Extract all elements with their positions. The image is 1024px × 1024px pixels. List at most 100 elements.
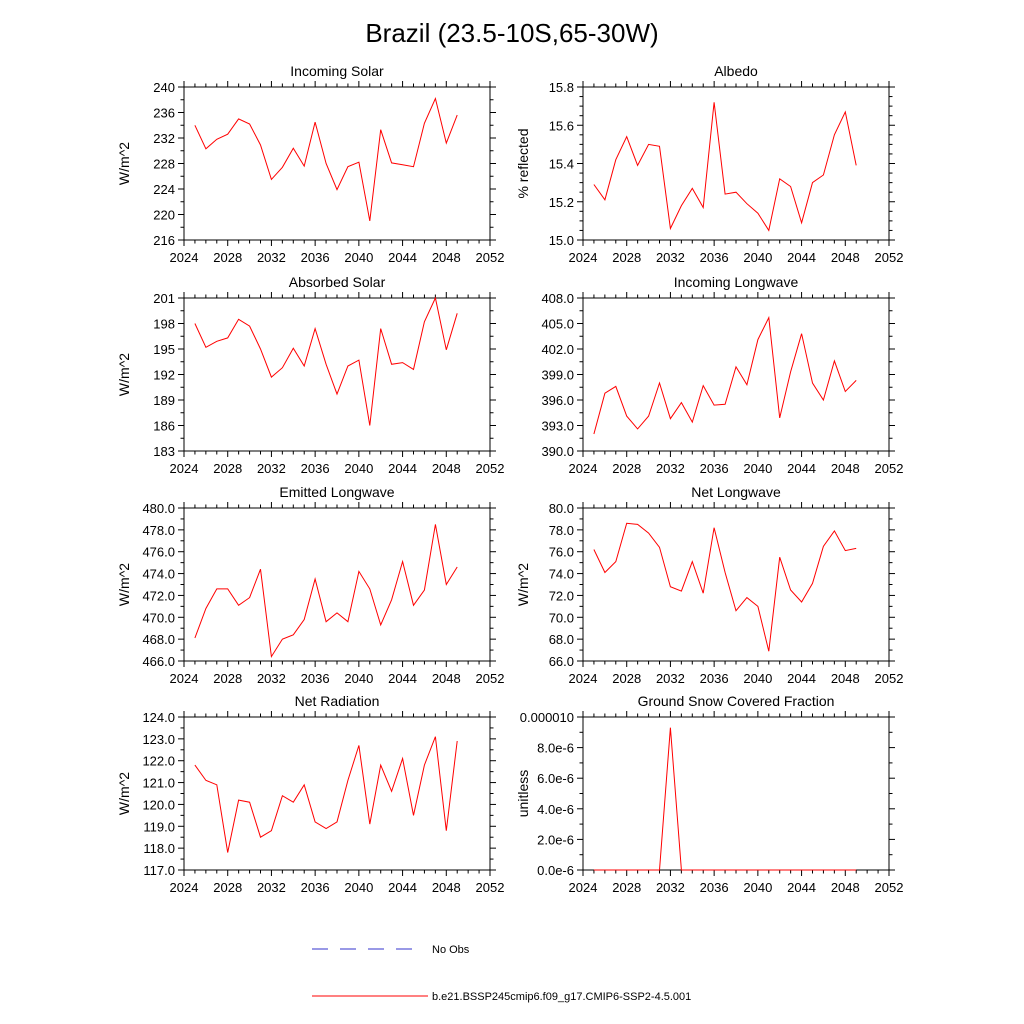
x-tick-label: 2040	[743, 250, 772, 265]
x-tick-label: 2052	[476, 880, 505, 895]
y-tick-label: 68.0	[549, 632, 574, 647]
x-tick-label: 2036	[301, 880, 330, 895]
x-tick-label: 2028	[213, 461, 242, 476]
y-tick-label: 66.0	[549, 654, 574, 669]
y-tick-label: 236	[153, 106, 175, 121]
series-line	[194, 524, 458, 659]
x-tick-label: 2040	[344, 461, 373, 476]
x-tick-label: 2036	[700, 880, 729, 895]
x-tick-label: 2024	[170, 671, 199, 686]
panel-title: Ground Snow Covered Fraction	[638, 693, 835, 709]
x-tick-label: 2036	[700, 461, 729, 476]
x-tick-label: 2032	[656, 250, 685, 265]
y-axis-label: W/m^2	[116, 142, 132, 185]
legend-model-label: b.e21.BSSP245cmip6.f09_g17.CMIP6-SSP2-4.…	[432, 991, 691, 1003]
y-tick-label: 74.0	[549, 567, 574, 582]
x-tick-label: 2028	[213, 250, 242, 265]
x-tick-label: 2048	[831, 671, 860, 686]
x-tick-label: 2028	[612, 671, 641, 686]
panel-1: 2024 2028 2032 2036 2040 2044 2048 2052 216 220 22…	[116, 63, 504, 265]
y-tick-label: 476.0	[142, 545, 175, 560]
y-tick-label: 402.0	[541, 342, 574, 357]
x-tick-label: 2044	[388, 671, 417, 686]
x-tick-label: 2040	[344, 250, 373, 265]
x-tick-label: 2032	[257, 250, 286, 265]
y-tick-label: 198	[153, 317, 175, 332]
x-tick-label: 2032	[257, 461, 286, 476]
series-line	[593, 522, 857, 652]
x-tick-label: 2044	[787, 250, 816, 265]
y-tick-label: 195	[153, 342, 175, 357]
series-line	[194, 736, 458, 853]
y-tick-label: 4.0e-6	[537, 802, 574, 817]
panel-frame	[183, 86, 491, 241]
x-tick-label: 2052	[875, 880, 904, 895]
x-tick-label: 2024	[569, 671, 598, 686]
x-tick-label: 2032	[656, 880, 685, 895]
y-tick-label: 72.0	[549, 588, 574, 603]
panel-8: 2024 2028 2032 2036 2040 2044 2048 2052 0.0e-6 2.…	[515, 693, 903, 895]
series-line	[593, 727, 857, 871]
y-axis-label: W/m^2	[116, 563, 132, 606]
x-tick-label: 2040	[344, 671, 373, 686]
x-tick-label: 2052	[875, 671, 904, 686]
y-tick-label: 117.0	[143, 863, 175, 878]
panel-4: 2024 2028 2032 2036 2040 2044 2048 2052 390.0 393…	[541, 274, 903, 476]
y-tick-label: 8.0e-6	[537, 741, 574, 756]
y-tick-label: 119.0	[143, 819, 175, 834]
y-tick-label: 15.4	[549, 157, 574, 172]
legend: No Obs b.e21.BSSP245cmip6.f09_g17.CMIP6-…	[312, 944, 691, 1003]
y-tick-label: 408.0	[541, 291, 574, 306]
panel-title: Incoming Solar	[290, 63, 384, 79]
panel-7: 2024 2028 2032 2036 2040 2044 2048 2052 117.0 118…	[116, 693, 504, 895]
legend-obs-label: No Obs	[432, 944, 470, 956]
panel-frame	[582, 507, 890, 662]
x-tick-label: 2024	[569, 250, 598, 265]
y-tick-label: 15.2	[549, 195, 574, 210]
y-tick-label: 396.0	[541, 393, 574, 408]
panel-title: Net Longwave	[691, 484, 781, 500]
x-tick-label: 2024	[569, 880, 598, 895]
y-tick-label: 121.0	[142, 776, 175, 791]
y-tick-label: 15.6	[549, 118, 574, 133]
y-tick-label: 232	[153, 131, 175, 146]
panel-frame	[183, 716, 491, 871]
y-tick-label: 6.0e-6	[537, 771, 574, 786]
series-line	[593, 315, 857, 435]
y-tick-label: 480.0	[142, 501, 175, 516]
x-tick-label: 2048	[432, 671, 461, 686]
y-tick-label: 122.0	[142, 754, 175, 769]
y-tick-label: 120.0	[142, 797, 175, 812]
x-tick-label: 2032	[656, 461, 685, 476]
x-tick-label: 2044	[787, 461, 816, 476]
panel-frame	[183, 297, 491, 452]
y-tick-label: 220	[153, 208, 175, 223]
x-tick-label: 2028	[612, 880, 641, 895]
y-tick-label: 76.0	[549, 545, 574, 560]
x-tick-label: 2040	[743, 671, 772, 686]
x-tick-label: 2048	[432, 880, 461, 895]
y-tick-label: 80.0	[549, 501, 574, 516]
figure-title: Brazil (23.5-10S,65-30W)	[365, 18, 658, 48]
y-axis-label: W/m^2	[116, 353, 132, 396]
y-tick-label: 390.0	[541, 444, 574, 459]
x-tick-label: 2036	[301, 250, 330, 265]
panel-2: 2024 2028 2032 2036 2040 2044 2048 2052 15.0 15.2…	[515, 63, 903, 265]
x-tick-label: 2048	[831, 250, 860, 265]
panel-frame	[582, 297, 890, 452]
x-tick-label: 2028	[612, 461, 641, 476]
y-tick-label: 472.0	[142, 588, 175, 603]
y-tick-label: 123.0	[142, 732, 175, 747]
panel-5: 2024 2028 2032 2036 2040 2044 2048 2052 466.0 468…	[116, 484, 504, 686]
y-tick-label: 183	[153, 444, 175, 459]
x-tick-label: 2052	[476, 250, 505, 265]
x-tick-label: 2044	[388, 461, 417, 476]
y-tick-label: 240	[153, 80, 175, 95]
y-tick-label: 189	[153, 393, 175, 408]
x-tick-label: 2044	[787, 880, 816, 895]
series-line	[593, 102, 857, 232]
x-tick-label: 2028	[612, 250, 641, 265]
panel-title: Incoming Longwave	[674, 274, 799, 290]
x-tick-label: 2040	[344, 880, 373, 895]
x-tick-label: 2044	[388, 880, 417, 895]
